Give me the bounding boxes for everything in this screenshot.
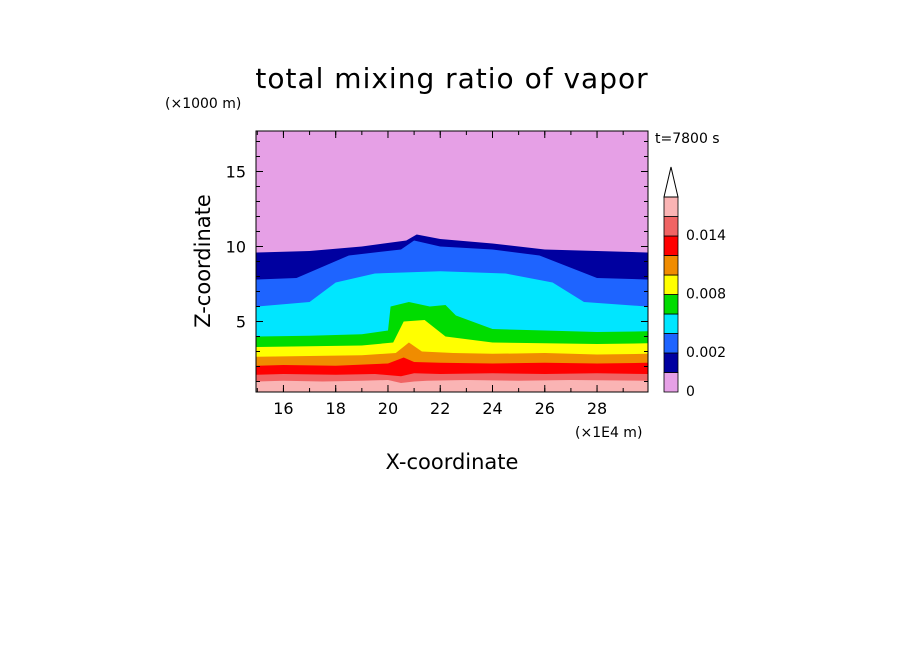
x-axis: 16 18 20 22 24 26 28	[256, 131, 624, 418]
y-tick-label: 15	[226, 163, 246, 182]
colorbar-segment	[663, 235, 679, 256]
y-tick-label: 5	[236, 313, 246, 332]
y-axis-label: Z-coordinate	[191, 194, 215, 328]
colorbar-extend-arrow	[663, 166, 679, 198]
time-label: t=7800 s	[655, 131, 720, 147]
colorbar-tick-label: 0.014	[686, 228, 726, 244]
colorbar-segment	[663, 294, 679, 315]
colorbar-segment	[663, 216, 679, 237]
colorbar: 0 0.002 0.008 0.014	[663, 166, 726, 400]
chart-title: total mixing ratio of vapor	[255, 62, 648, 95]
x-tick-label: 16	[273, 399, 293, 418]
x-tick-label: 24	[482, 399, 502, 418]
x-tick-label: 18	[326, 399, 346, 418]
x-unit-label: (×1E4 m)	[575, 425, 642, 441]
x-tick-label: 28	[587, 399, 607, 418]
colorbar-segment	[663, 372, 679, 393]
colorbar-segment	[663, 274, 679, 295]
y-tick-label: 10	[226, 238, 246, 257]
x-axis-label: X-coordinate	[386, 450, 519, 474]
x-tick-label: 20	[378, 399, 398, 418]
colorbar-tick-label: 0.008	[686, 287, 726, 303]
colorbar-segment	[663, 196, 679, 217]
colorbar-segment	[663, 333, 679, 354]
colorbar-segment	[663, 352, 679, 373]
y-unit-label: (×1000 m)	[165, 96, 241, 112]
x-tick-label: 26	[535, 399, 555, 418]
colorbar-segment	[663, 255, 679, 276]
colorbar-segment	[663, 313, 679, 334]
colorbar-tick-label: 0	[686, 384, 695, 400]
y-axis: 5 10 15	[226, 141, 648, 382]
x-tick-label: 22	[430, 399, 450, 418]
colorbar-tick-label: 0.002	[686, 345, 726, 361]
contour-band-9	[256, 380, 648, 392]
contour-plot-area	[255, 130, 649, 393]
